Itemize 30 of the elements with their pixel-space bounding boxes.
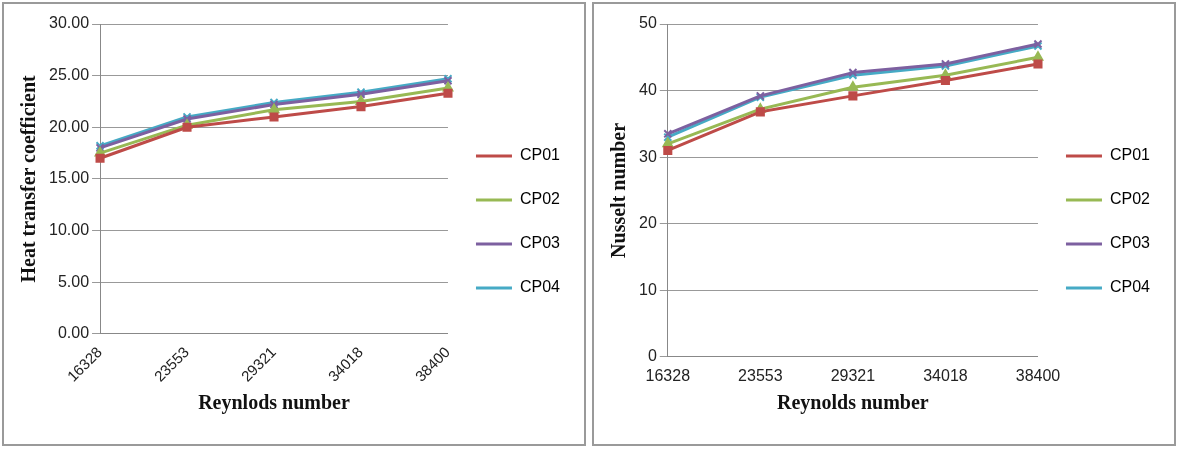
legend-label: CP03 — [1109, 234, 1151, 252]
legend-label: CP02 — [1109, 190, 1151, 208]
y-tick-label: 5.00 — [57, 272, 90, 290]
y-tick-label: 20.00 — [48, 117, 90, 135]
x-tick-label: 23553 — [738, 366, 783, 384]
legend-label: CP02 — [519, 190, 561, 208]
legend-label: CP04 — [519, 278, 561, 296]
y-tick-label: 50 — [639, 14, 657, 32]
x-tick-label: 38400 — [1015, 366, 1061, 384]
y-axis-title: Nusselt number — [607, 122, 630, 258]
x-axis-title: Reynolds number — [777, 391, 929, 415]
x-tick-label: 29321 — [830, 366, 876, 384]
y-tick-label: 10.00 — [48, 220, 90, 238]
legend-label: CP01 — [519, 146, 561, 164]
y-tick-label: 0.00 — [57, 324, 90, 342]
y-tick-label: 30 — [639, 147, 657, 165]
y-tick-label: 10 — [639, 280, 657, 298]
y-axis-title: Heat transfer coefficient — [17, 74, 40, 283]
y-tick-label: 40 — [639, 80, 657, 98]
legend-label: CP01 — [1109, 146, 1151, 164]
x-tick-label: 34018 — [923, 366, 968, 384]
y-tick-label: 15.00 — [48, 169, 90, 187]
legend-label: CP03 — [519, 234, 561, 252]
y-tick-label: 0 — [647, 347, 657, 365]
y-tick-label: 20 — [639, 214, 657, 232]
y-tick-label: 30.00 — [48, 14, 90, 32]
legend-label: CP04 — [1109, 278, 1151, 296]
x-tick-label: 16328 — [645, 366, 691, 384]
y-tick-label: 25.00 — [48, 66, 90, 84]
x-axis-title: Reynlods number — [198, 391, 350, 415]
